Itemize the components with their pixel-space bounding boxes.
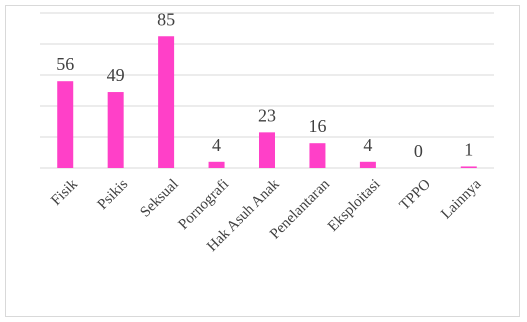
bar-fisik [57,81,74,168]
bar-penelantaran [309,143,326,168]
bar-lainnya [460,166,477,168]
data-label: 23 [258,105,276,125]
data-label: 4 [363,135,372,155]
data-label: 85 [157,9,175,29]
bars [57,36,477,168]
data-labels: 56 49 85 4 23 16 4 0 1 [56,9,473,161]
bar-hak-asuh-anak [259,132,275,168]
category-label: Fisik [48,176,81,209]
bar-eksploitasi [359,161,376,168]
bar-seksual [158,36,175,168]
category-label: Psikis [95,176,132,213]
data-label: 56 [56,54,74,74]
category-label: Eksploitasi [325,176,383,234]
data-label: 4 [212,135,221,155]
bar-psikis [107,92,124,168]
bar-pornografi [208,161,225,168]
data-label: 1 [464,139,473,159]
data-label: 0 [414,141,423,161]
category-label: Seksual [137,176,181,220]
data-label: 49 [107,65,125,85]
category-label: TPPO [397,176,434,213]
category-label: Lainnya [438,176,484,222]
data-label: 16 [308,116,326,136]
